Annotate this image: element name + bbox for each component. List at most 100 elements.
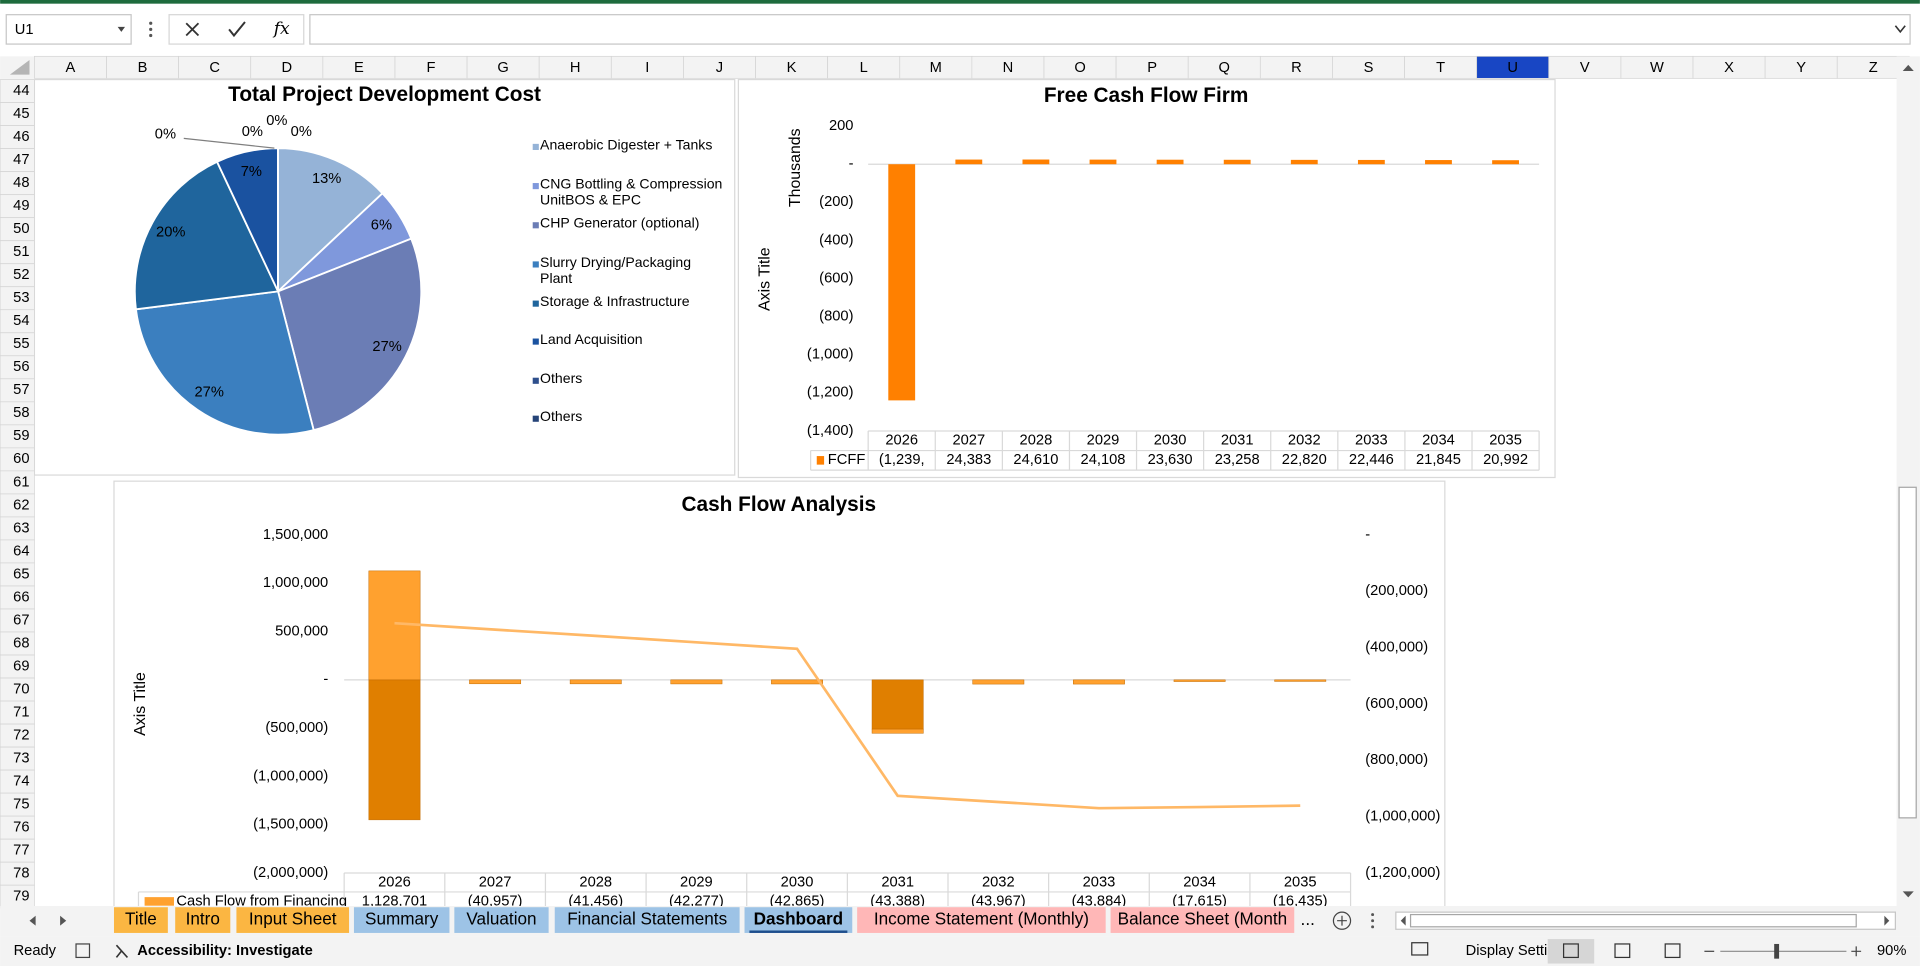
scroll-left[interactable] — [1400, 915, 1406, 926]
page-layout-view[interactable] — [1614, 943, 1631, 959]
more-icon[interactable] — [149, 21, 153, 38]
legend-key — [816, 456, 825, 465]
row-header-label: 46 — [13, 129, 29, 145]
row-header-label: 65 — [13, 566, 29, 582]
row-header-label: 53 — [13, 290, 29, 306]
insert-function-icon[interactable]: fx — [272, 19, 290, 39]
table-value: 23,258 — [1215, 452, 1260, 468]
y-tick-label: (500,000) — [265, 720, 328, 736]
horizontal-thumb[interactable] — [1409, 913, 1857, 928]
sheet: Total Project Development Cost 13% 6% 27% 27… — [34, 78, 1556, 909]
column-header-label: D — [281, 60, 292, 76]
legend-label: Storage & Infrastructure — [540, 295, 690, 310]
row-header-label: 61 — [13, 474, 29, 490]
row-header-label: 77 — [13, 843, 29, 859]
sheet-tab[interactable] — [744, 907, 853, 933]
sheet-tab[interactable] — [353, 907, 450, 933]
status-bar — [0, 936, 1920, 966]
column-header-label: X — [1724, 60, 1734, 76]
name-box-dropdown[interactable] — [117, 26, 126, 32]
status-ready: Ready — [14, 943, 57, 959]
scroll-up[interactable] — [1902, 64, 1914, 72]
zoom-thumb[interactable] — [1774, 943, 1780, 959]
scroll-right[interactable] — [1884, 915, 1890, 926]
cancel-icon[interactable] — [185, 22, 200, 37]
row-header-label: 70 — [13, 681, 29, 697]
category-label: 2031 — [1221, 433, 1254, 449]
column-header-label: I — [645, 60, 649, 76]
table-value: (41,456) — [568, 893, 623, 909]
category-label: 2028 — [1020, 433, 1053, 449]
column-header-label: A — [66, 60, 76, 76]
status-accessibility[interactable]: Accessibility: Investigate — [137, 943, 313, 959]
tab-next[interactable] — [60, 915, 67, 926]
bar — [1425, 160, 1452, 165]
sheet-tab[interactable] — [113, 907, 168, 933]
pie-slice — [134, 290, 315, 436]
formula-input[interactable] — [309, 14, 1911, 45]
data-label: 20% — [156, 224, 185, 240]
sheet-tab[interactable] — [236, 907, 350, 933]
y2-tick-label: (400,000) — [1365, 640, 1428, 656]
tab-options[interactable] — [1371, 913, 1375, 929]
legend-label: FCFF — [828, 452, 866, 468]
enter-icon[interactable] — [228, 21, 246, 38]
column-header-label: L — [860, 60, 868, 76]
name-box[interactable] — [5, 14, 132, 45]
column-header-label: F — [427, 60, 436, 76]
add-sheet-plus — [1337, 915, 1347, 926]
tab-prev[interactable] — [29, 915, 36, 926]
page-break-view[interactable] — [1664, 943, 1681, 959]
legend-item: Anaerobic Digester + Tanks — [540, 138, 712, 153]
table-value: 22,446 — [1349, 452, 1394, 468]
row-header-label: 69 — [13, 658, 29, 674]
legend-item: Storage & Infrastructure — [540, 295, 690, 310]
row-header-label: 62 — [13, 497, 29, 513]
display-icon — [1411, 942, 1429, 956]
status-display[interactable]: Display Settings — [1466, 943, 1571, 959]
y-tick-label: - — [323, 672, 328, 688]
y-tick-label: (1,400) — [807, 423, 854, 439]
category-label: 2035 — [1489, 433, 1522, 449]
table-value: 24,383 — [946, 452, 991, 468]
category-label: 2032 — [982, 874, 1015, 890]
sheet-tab-label: Title — [125, 909, 157, 929]
sheet-tab[interactable] — [1110, 907, 1295, 933]
macro-icon[interactable] — [75, 943, 91, 959]
sheet-tab[interactable] — [175, 907, 231, 933]
add-sheet[interactable] — [1332, 911, 1352, 930]
row-header-label: 78 — [13, 866, 29, 882]
table-value: (43,884) — [1072, 893, 1127, 909]
legend-item: Others — [540, 410, 583, 425]
sheet-tab[interactable] — [454, 907, 549, 933]
status-zoom[interactable]: 90% — [1877, 943, 1906, 959]
row-header-label: 52 — [13, 267, 29, 283]
legend-marker — [532, 143, 539, 150]
y-tick-label: 1,500,000 — [263, 527, 328, 543]
column-header-label: V — [1580, 60, 1590, 76]
column-header-label: H — [570, 60, 581, 76]
legend-marker — [532, 261, 539, 268]
sheet-tab-label: Intro — [186, 909, 220, 929]
category-label: 2028 — [579, 874, 612, 890]
scroll-down[interactable] — [1902, 891, 1914, 898]
scroll-thumb[interactable] — [1898, 486, 1917, 819]
formula-expand[interactable] — [1894, 25, 1906, 34]
table-value: 24,610 — [1013, 452, 1058, 468]
legend-key — [144, 897, 174, 906]
legend-marker — [532, 377, 539, 384]
normal-view[interactable] — [1547, 939, 1595, 964]
category-label: 2029 — [1087, 433, 1120, 449]
data-label: 27% — [195, 385, 224, 401]
more-tabs[interactable]: ... — [1301, 909, 1315, 929]
pie-slice — [276, 237, 423, 432]
row-header-label: 50 — [13, 221, 29, 237]
legend-label: Others — [540, 410, 583, 425]
sheet-tab[interactable] — [857, 907, 1106, 933]
y2-tick-label: - — [1365, 527, 1370, 543]
row-header-label: 56 — [13, 359, 29, 375]
bar — [972, 679, 1025, 685]
table-value: (42,277) — [669, 893, 724, 909]
zoom-in[interactable] — [1851, 946, 1862, 957]
sheet-tab[interactable] — [554, 907, 740, 933]
